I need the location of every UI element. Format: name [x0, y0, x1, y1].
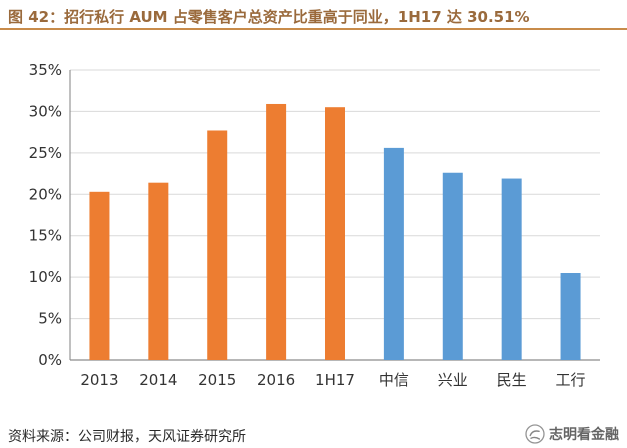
bar-工行 — [560, 273, 581, 360]
watermark: 志明看金融 — [525, 424, 619, 444]
source-text: 资料来源：公司财报，天风证券研究所 — [8, 429, 246, 445]
watermark-text: 志明看金融 — [549, 427, 619, 443]
x-tick-label-兴业: 兴业 — [438, 371, 468, 389]
title-bar: 图 42：招行私行 AUM 占零售客户总资产比重高于同业，1H17 达 30.5… — [0, 0, 627, 30]
bar-民生 — [501, 178, 522, 360]
bar-中信 — [383, 147, 404, 360]
bar-兴业 — [442, 172, 463, 360]
x-tick-label-工行: 工行 — [556, 371, 586, 389]
x-tick-label-1H17: 1H17 — [315, 371, 355, 389]
y-tick-label-35: 35% — [29, 61, 62, 79]
figure-title: 图 42：招行私行 AUM 占零售客户总资产比重高于同业，1H17 达 30.5… — [8, 8, 530, 26]
bar-1H17 — [325, 107, 345, 361]
y-tick-label-0: 0% — [38, 351, 62, 369]
x-tick-label-2016: 2016 — [257, 371, 295, 389]
y-tick-label-25: 25% — [29, 144, 62, 162]
bar-2016 — [266, 103, 287, 360]
y-tick-label-20: 20% — [29, 185, 62, 203]
bar-2015 — [207, 130, 228, 360]
x-tick-label-中信: 中信 — [379, 371, 409, 389]
y-tick-label-30: 30% — [29, 102, 62, 120]
y-tick-label-10: 10% — [29, 268, 62, 286]
chart-area: 0% 5% 10% 15% 20% 25% 30% 35% 2013 2014 2015 2016 1H… — [0, 30, 627, 420]
x-tick-label-2015: 2015 — [198, 371, 236, 389]
x-tick-label-2014: 2014 — [139, 371, 177, 389]
x-tick-label-民生: 民生 — [497, 371, 527, 389]
wechat-public-account-icon — [525, 424, 545, 444]
bar-chart: 0% 5% 10% 15% 20% 25% 30% 35% 2013 2014 2015 2016 1H… — [29, 61, 600, 389]
x-tick-label-2013: 2013 — [80, 371, 118, 389]
source-row: 资料来源：公司财报，天风证券研究所 志明看金融 — [0, 420, 627, 448]
bar-2013 — [89, 191, 110, 360]
bar-2014 — [148, 182, 169, 360]
y-tick-label-5: 5% — [38, 310, 62, 328]
y-tick-label-15: 15% — [29, 227, 62, 245]
